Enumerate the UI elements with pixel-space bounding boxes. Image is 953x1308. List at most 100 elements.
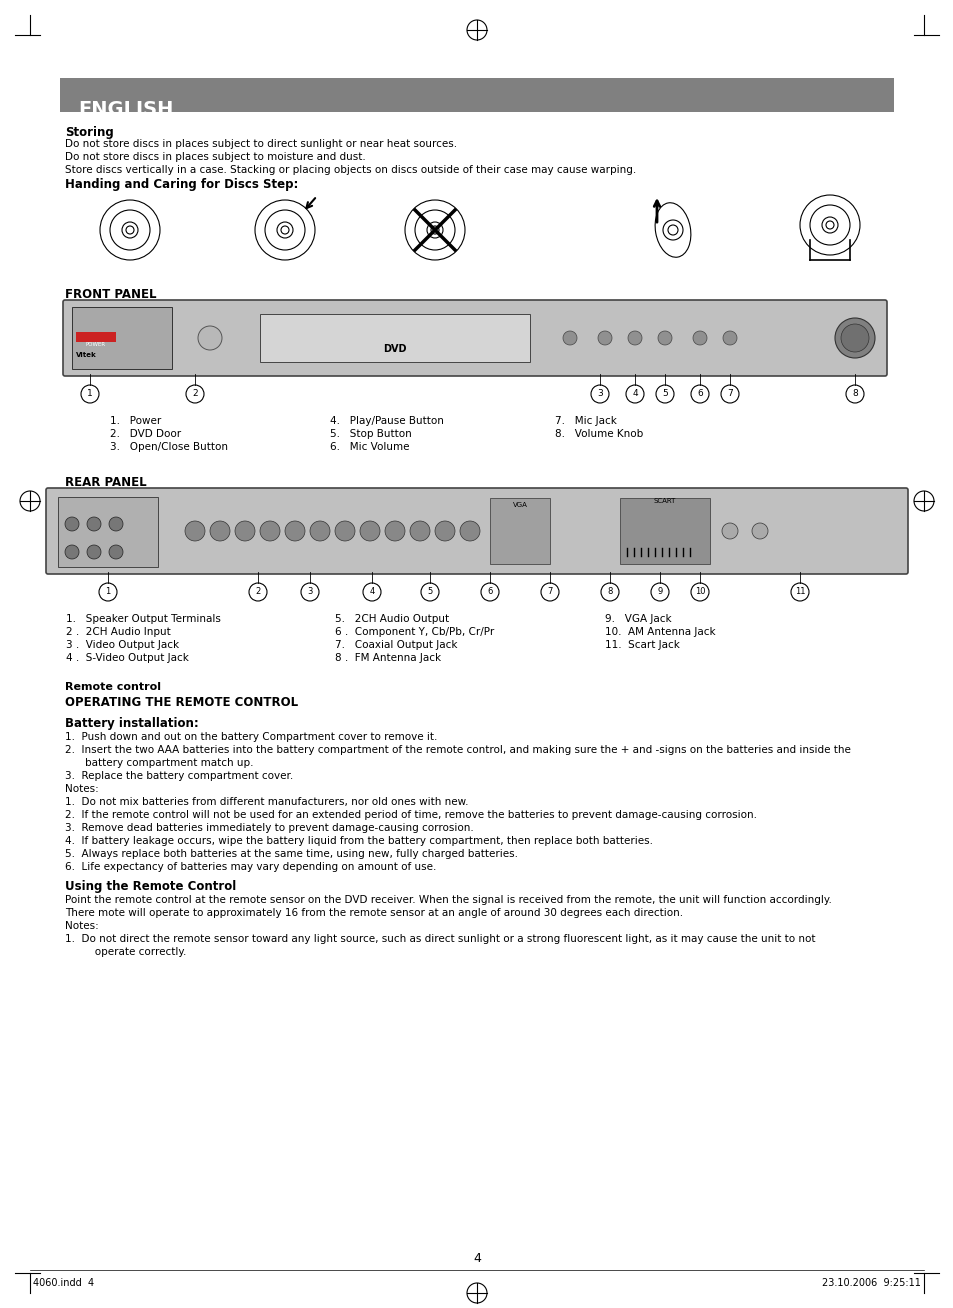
Text: Notes:: Notes:	[65, 921, 99, 931]
Text: 3.   Open/Close Button: 3. Open/Close Button	[110, 442, 228, 453]
Text: Remote control: Remote control	[65, 681, 161, 692]
Text: operate correctly.: operate correctly.	[85, 947, 186, 957]
Text: 7: 7	[547, 587, 552, 596]
Circle shape	[210, 521, 230, 542]
Circle shape	[363, 583, 380, 600]
Text: Do not store discs in places subject to direct sunlight or near heat sources.: Do not store discs in places subject to …	[65, 139, 456, 149]
Text: 3.  Replace the battery compartment cover.: 3. Replace the battery compartment cover…	[65, 770, 293, 781]
Circle shape	[260, 521, 280, 542]
Text: Vitek: Vitek	[76, 352, 96, 358]
Circle shape	[600, 583, 618, 600]
Text: 5.   Stop Button: 5. Stop Button	[330, 429, 412, 439]
Text: ENGLISH: ENGLISH	[78, 99, 173, 119]
Circle shape	[720, 385, 739, 403]
Text: 8: 8	[851, 390, 857, 399]
Text: 4.   Play/Pause Button: 4. Play/Pause Button	[330, 416, 443, 426]
Circle shape	[562, 331, 577, 345]
Text: 4 .  S-Video Output Jack: 4 . S-Video Output Jack	[66, 653, 189, 663]
Text: 11.  Scart Jack: 11. Scart Jack	[604, 640, 679, 650]
Text: 9: 9	[657, 587, 662, 596]
Circle shape	[598, 331, 612, 345]
Text: DVD: DVD	[383, 344, 406, 354]
Circle shape	[590, 385, 608, 403]
Text: Using the Remote Control: Using the Remote Control	[65, 880, 236, 893]
Circle shape	[650, 583, 668, 600]
Text: Point the remote control at the remote sensor on the DVD receiver. When the sign: Point the remote control at the remote s…	[65, 895, 831, 905]
Text: 2 .  2CH Audio Input: 2 . 2CH Audio Input	[66, 627, 171, 637]
Text: OPERATING THE REMOTE CONTROL: OPERATING THE REMOTE CONTROL	[65, 696, 297, 709]
Text: 1: 1	[105, 587, 111, 596]
Text: Do not store discs in places subject to moisture and dust.: Do not store discs in places subject to …	[65, 152, 365, 162]
Text: 7.   Coaxial Output Jack: 7. Coaxial Output Jack	[335, 640, 457, 650]
Text: 3 .  Video Output Jack: 3 . Video Output Jack	[66, 640, 179, 650]
Text: 8: 8	[607, 587, 612, 596]
Text: 6: 6	[697, 390, 702, 399]
Ellipse shape	[655, 203, 690, 258]
Text: 1.  Do not direct the remote sensor toward any light source, such as direct sunl: 1. Do not direct the remote sensor towar…	[65, 934, 815, 944]
Text: VGA: VGA	[512, 502, 527, 508]
Text: 2: 2	[255, 587, 260, 596]
Text: 3: 3	[307, 587, 313, 596]
Circle shape	[420, 583, 438, 600]
Circle shape	[627, 331, 641, 345]
Circle shape	[625, 385, 643, 403]
Text: FRONT PANEL: FRONT PANEL	[65, 288, 156, 301]
Circle shape	[435, 521, 455, 542]
Text: 23.10.2006  9:25:11: 23.10.2006 9:25:11	[821, 1278, 920, 1288]
Circle shape	[692, 331, 706, 345]
Circle shape	[751, 523, 767, 539]
Text: 4: 4	[632, 390, 638, 399]
FancyBboxPatch shape	[46, 488, 907, 574]
Text: 9.   VGA Jack: 9. VGA Jack	[604, 613, 671, 624]
Text: 5.  Always replace both batteries at the same time, using new, fully charged bat: 5. Always replace both batteries at the …	[65, 849, 517, 859]
Text: 1.  Push down and out on the battery Compartment cover to remove it.: 1. Push down and out on the battery Comp…	[65, 732, 436, 742]
FancyBboxPatch shape	[63, 300, 886, 375]
Text: 3: 3	[597, 390, 602, 399]
Text: REAR PANEL: REAR PANEL	[65, 476, 147, 489]
Text: 1.   Speaker Output Terminals: 1. Speaker Output Terminals	[66, 613, 221, 624]
Circle shape	[335, 521, 355, 542]
Text: 1.  Do not mix batteries from different manufacturers, nor old ones with new.: 1. Do not mix batteries from different m…	[65, 797, 468, 807]
Circle shape	[385, 521, 405, 542]
Circle shape	[285, 521, 305, 542]
Circle shape	[690, 385, 708, 403]
Text: 5.   2CH Audio Output: 5. 2CH Audio Output	[335, 613, 449, 624]
Circle shape	[841, 324, 868, 352]
Bar	[71, 307, 172, 369]
Bar	[58, 497, 158, 566]
Circle shape	[310, 521, 330, 542]
Text: POWER: POWER	[86, 341, 106, 347]
Circle shape	[185, 521, 205, 542]
Circle shape	[790, 583, 808, 600]
Circle shape	[99, 583, 117, 600]
Text: Store discs vertically in a case. Stacking or placing objects on discs outside o: Store discs vertically in a case. Stacki…	[65, 165, 636, 175]
Circle shape	[65, 545, 79, 559]
Circle shape	[658, 331, 671, 345]
Text: 2.  If the remote control will not be used for an extended period of time, remov: 2. If the remote control will not be use…	[65, 810, 757, 820]
Bar	[76, 332, 116, 341]
Circle shape	[410, 521, 430, 542]
Circle shape	[721, 523, 738, 539]
Text: 6.  Life expectancy of batteries may vary depending on amount of use.: 6. Life expectancy of batteries may vary…	[65, 862, 436, 872]
Text: 10: 10	[694, 587, 704, 596]
Text: 2: 2	[192, 390, 197, 399]
Circle shape	[87, 517, 101, 531]
Text: 11: 11	[794, 587, 804, 596]
Text: Storing: Storing	[65, 126, 113, 139]
Text: 2.  Insert the two AAA batteries into the battery compartment of the remote cont: 2. Insert the two AAA batteries into the…	[65, 746, 850, 755]
Circle shape	[540, 583, 558, 600]
Text: 4: 4	[473, 1252, 480, 1265]
Text: SCART: SCART	[653, 498, 676, 504]
Circle shape	[845, 385, 863, 403]
Text: Handing and Caring for Discs Step:: Handing and Caring for Discs Step:	[65, 178, 298, 191]
Circle shape	[301, 583, 318, 600]
Text: 8.   Volume Knob: 8. Volume Knob	[555, 429, 642, 439]
Text: 7.   Mic Jack: 7. Mic Jack	[555, 416, 617, 426]
Text: 6 .  Component Y, Cb/Pb, Cr/Pr: 6 . Component Y, Cb/Pb, Cr/Pr	[335, 627, 494, 637]
Bar	[490, 498, 550, 564]
Text: 6.   Mic Volume: 6. Mic Volume	[330, 442, 409, 453]
Text: 8 .  FM Antenna Jack: 8 . FM Antenna Jack	[335, 653, 440, 663]
Text: 1.   Power: 1. Power	[110, 416, 161, 426]
Circle shape	[87, 545, 101, 559]
Circle shape	[359, 521, 379, 542]
